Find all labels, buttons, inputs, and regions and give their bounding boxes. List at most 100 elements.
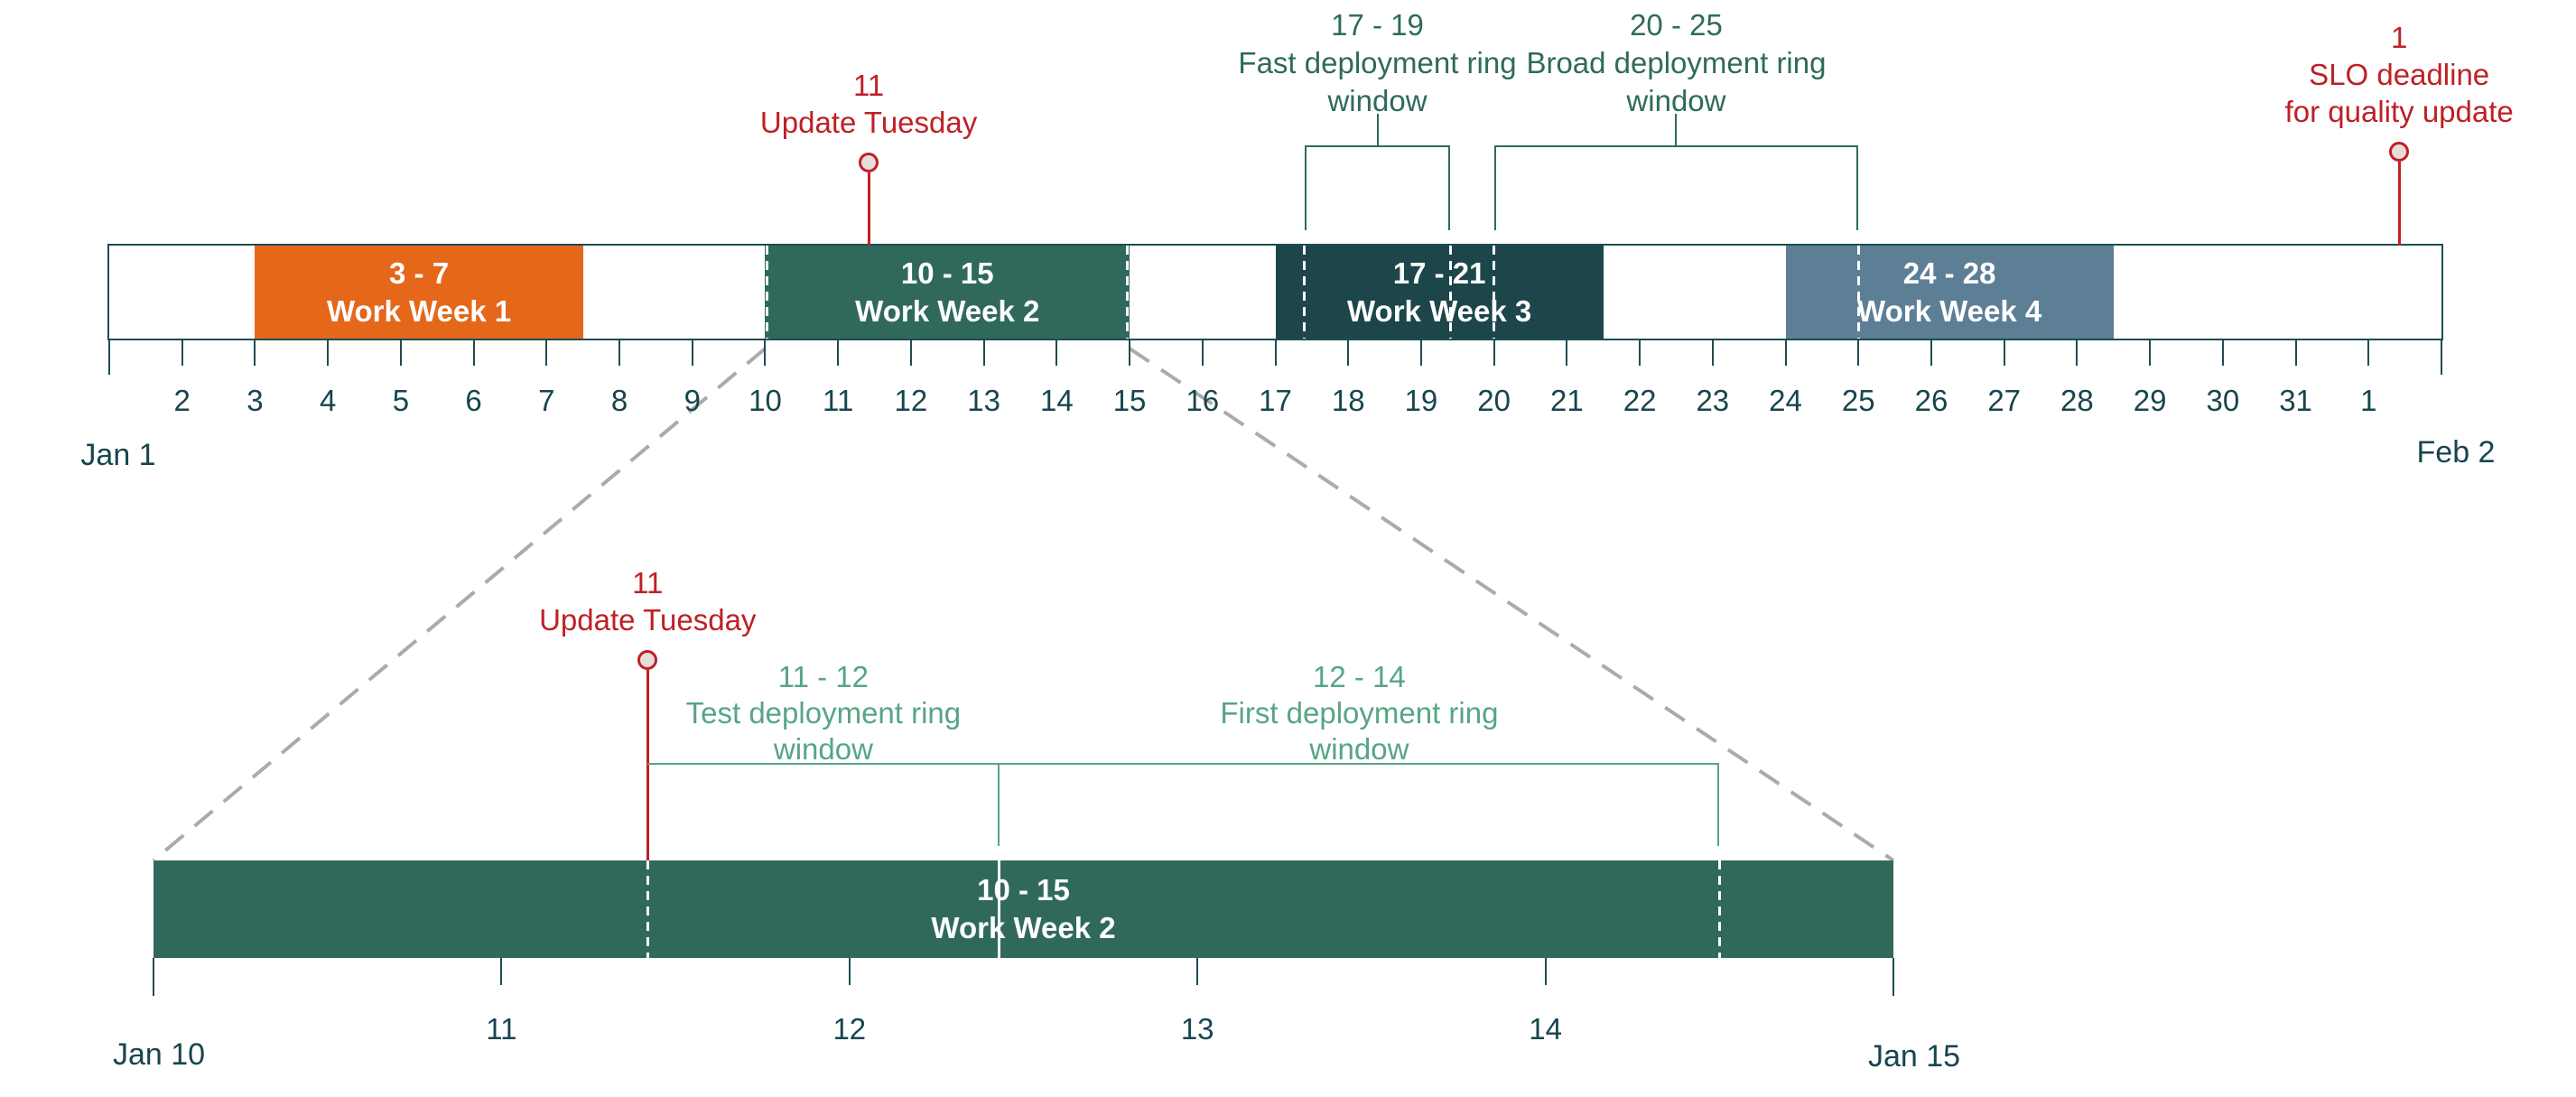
pin-circle-icon <box>637 650 658 670</box>
day-tick-label: 10 <box>749 384 782 417</box>
window-label: 12 - 14 First deployment ring window <box>1220 659 1498 767</box>
day-tick-label: 16 <box>1186 384 1220 417</box>
day-tick <box>848 958 851 985</box>
day-tick-label: 29 <box>2133 384 2167 417</box>
pin-label-line: SLO deadline <box>2309 58 2490 91</box>
window-label: 11 - 12 Test deployment ring window <box>686 659 962 767</box>
bar-range-label: 10 - 15 <box>900 256 994 290</box>
pin-line <box>2397 162 2401 246</box>
work-week-1-bar: 3 - 7 Work Week 1 <box>255 246 583 339</box>
window-boundary-dashed-line <box>1717 860 1721 958</box>
day-tick <box>1784 339 1787 366</box>
day-tick-label: 4 <box>319 384 337 417</box>
bracket-line <box>1493 145 1859 147</box>
bar-name-label: Work Week 4 <box>1857 293 2042 328</box>
window-end-line <box>997 763 1000 846</box>
window-label-line: window <box>1309 732 1409 766</box>
day-tick <box>764 339 767 366</box>
start-date-label: Jan 1 <box>80 438 156 472</box>
day-tick-label: 17 <box>1259 384 1292 417</box>
pin-label-line: 11 <box>852 69 885 102</box>
axis-edge-tick <box>108 339 110 375</box>
bar-name-label: Work Week 2 <box>931 911 1116 944</box>
window-boundary-dashed-line <box>1303 246 1307 339</box>
pin-circle-icon <box>859 153 879 172</box>
window-boundary-dashed-line <box>1448 246 1452 339</box>
day-tick <box>691 339 693 366</box>
day-tick <box>1711 339 1714 366</box>
day-tick-label: 8 <box>610 384 628 417</box>
day-tick-label: 6 <box>465 384 482 417</box>
pin-label-line: Update Tuesday <box>759 106 978 139</box>
bar-range-label: 3 - 7 <box>389 256 450 290</box>
window-label-line: Test deployment ring <box>685 696 962 730</box>
bracket-label: 20 - 25 Broad deployment ring window <box>1526 6 1826 120</box>
day-tick <box>254 339 256 366</box>
window-boundary-dashed-line <box>766 246 769 339</box>
bar-range-label: 17 - 21 <box>1392 256 1486 290</box>
bracket-label-line: 20 - 25 <box>1630 8 1723 42</box>
day-tick-label: 12 <box>832 1012 867 1046</box>
pin-circle-icon <box>2389 142 2410 162</box>
bracket-label-line: window <box>1327 84 1427 117</box>
day-tick-label: 13 <box>1180 1012 1214 1046</box>
day-tick <box>500 958 503 985</box>
day-tick <box>1347 339 1350 366</box>
zoom-connector-right <box>1128 347 1895 862</box>
day-tick <box>837 339 840 366</box>
day-tick-label: 13 <box>967 384 1000 417</box>
day-tick-label: 31 <box>2279 384 2312 417</box>
window-line <box>999 763 1720 765</box>
day-tick <box>399 339 402 366</box>
bracket-label: 17 - 19 Fast deployment ring window <box>1238 6 1516 120</box>
window-boundary-dashed-line <box>1493 246 1496 339</box>
day-tick-label: 26 <box>1914 384 1948 417</box>
pin-line <box>867 172 870 246</box>
bar-label: 3 - 7 Work Week 1 <box>255 246 582 339</box>
day-tick-label: 3 <box>246 384 264 417</box>
window-end-line <box>1717 763 1720 846</box>
day-tick <box>472 339 475 366</box>
bar-label: 10 - 15 Work Week 2 <box>765 246 1130 339</box>
day-tick-label: 19 <box>1404 384 1438 417</box>
pin-label-line: 1 <box>2390 21 2408 54</box>
day-tick <box>2149 339 2152 366</box>
day-tick <box>909 339 912 366</box>
day-tick <box>1129 339 1131 366</box>
window-label-line: First deployment ring <box>1220 696 1499 730</box>
day-tick-label: 12 <box>894 384 928 417</box>
window-boundary-dashed-line <box>646 860 649 958</box>
day-tick <box>1201 339 1204 366</box>
pin-line <box>646 670 649 860</box>
bracket-center-line <box>1675 114 1678 145</box>
pin-label-line: Update Tuesday <box>539 603 757 637</box>
day-tick <box>1639 339 1641 366</box>
day-tick <box>1056 339 1058 366</box>
day-tick-label: 14 <box>1039 384 1074 417</box>
day-tick <box>1566 339 1568 366</box>
day-tick-label: 2 <box>173 384 191 417</box>
pin-label-line: 11 <box>632 566 664 600</box>
bracket-center-line <box>1376 114 1379 145</box>
day-tick <box>618 339 621 366</box>
day-tick <box>2367 339 2370 366</box>
day-tick-label: 23 <box>1696 384 1730 417</box>
day-tick-label: 7 <box>538 384 555 417</box>
window-boundary-solid-line <box>998 860 1001 958</box>
work-week-2-bar: 10 - 15 Work Week 2 <box>765 246 1130 339</box>
day-tick <box>1419 339 1422 366</box>
day-tick-label: 30 <box>2206 384 2240 417</box>
day-tick-label: 20 <box>1477 384 1511 417</box>
pin-label-line: for quality update <box>2284 95 2514 128</box>
bracket-label-line: 17 - 19 <box>1331 8 1424 42</box>
day-tick <box>181 339 183 366</box>
window-label-line: 12 - 14 <box>1313 660 1406 693</box>
day-tick <box>2003 339 2005 366</box>
day-tick-label: 22 <box>1623 384 1657 417</box>
window-label-line: 11 - 12 <box>777 660 870 693</box>
day-tick <box>1544 958 1547 985</box>
day-tick-label: 5 <box>392 384 410 417</box>
axis-edge-tick <box>2441 339 2442 375</box>
day-tick-label: 25 <box>1841 384 1875 417</box>
